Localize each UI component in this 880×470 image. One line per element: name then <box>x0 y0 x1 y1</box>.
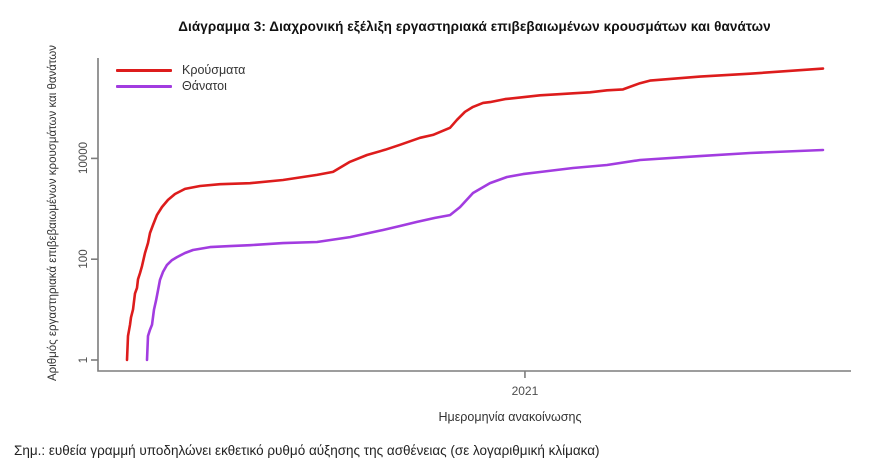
y-tick-label: 10000 <box>78 142 90 175</box>
deaths-line-swatch <box>116 84 172 88</box>
y-tick-label: 1 <box>78 356 90 364</box>
y-tick-label: 100 <box>78 249 90 269</box>
deaths-line <box>145 148 825 362</box>
cases-line-swatch <box>116 68 172 72</box>
axis-lines <box>97 58 851 372</box>
cases-line <box>125 67 825 362</box>
legend-label-deaths: Θάνατοι <box>182 78 227 93</box>
chart-title: Διάγραμμα 3: Διαχρονική εξέλιξη εργαστηρ… <box>178 19 771 34</box>
legend-item-cases: Κρούσματα <box>116 62 245 78</box>
legend-item-deaths: Θάνατοι <box>116 78 245 94</box>
x-tick-label: 2021 <box>511 384 539 398</box>
legend: Κρούσματα Θάνατοι <box>116 62 245 94</box>
footnote: Σημ.: ευθεία γραμμή υποδηλώνει εκθετικό … <box>14 443 600 458</box>
y-axis-label: Αριθμός εργαστηριακά επιβεβαιωμένων κρου… <box>47 45 59 382</box>
x-axis-label: Ημερομηνία ανακοίνωσης <box>438 410 582 424</box>
legend-label-cases: Κρούσματα <box>182 62 246 77</box>
